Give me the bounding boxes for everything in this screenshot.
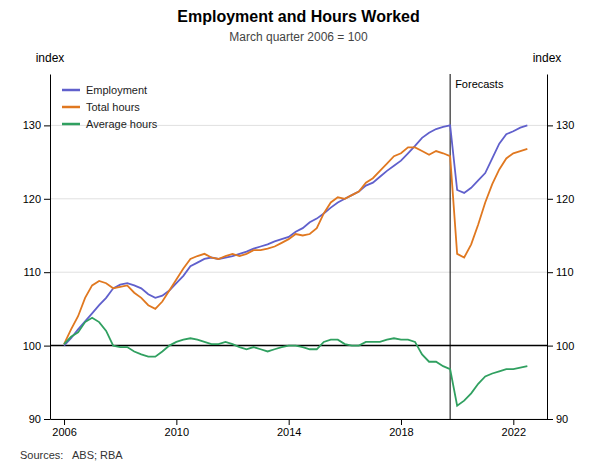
tick-mark: [44, 199, 50, 200]
tick-mark: [44, 346, 50, 347]
tick: 2022: [502, 419, 526, 438]
tick: 100: [547, 340, 574, 352]
y2-axis: 90 100 110 120 130: [547, 75, 574, 426]
tick-label: 120: [556, 193, 574, 205]
series-line: [64, 147, 527, 344]
marks: [50, 74, 547, 419]
tick-mark: [547, 199, 553, 200]
x-axis: 2006 2010 2014 2018 2022: [51, 419, 548, 438]
tick-label: 100: [556, 340, 574, 352]
tick: 110: [23, 266, 50, 278]
legend: Employment Total hours Average hours: [62, 84, 158, 130]
legend-label: Total hours: [86, 101, 140, 113]
tick-mark: [44, 419, 50, 420]
legend-swatch: [62, 123, 80, 126]
grid-line: [50, 198, 547, 199]
grid: [50, 125, 547, 419]
legend-label: Employment: [86, 84, 147, 96]
legend-label: Average hours: [86, 118, 158, 130]
y-axis: 90 100 110 120 130: [23, 75, 51, 426]
chart: Employment and Hours Worked March quarter…: [0, 0, 597, 467]
legend-item: Employment: [62, 84, 147, 96]
tick-label: 2018: [389, 426, 413, 438]
title: Employment and Hours Worked: [177, 8, 419, 25]
grid-line: [50, 272, 547, 273]
tick: 90: [547, 413, 568, 425]
y-axis-label: index: [36, 51, 65, 65]
tick-mark: [547, 272, 553, 273]
grid-line: [50, 419, 547, 420]
series-line: [64, 125, 527, 345]
legend-item: Average hours: [62, 118, 158, 130]
tick-mark: [401, 419, 402, 425]
source: Sources: ABS; RBA: [20, 449, 123, 461]
subtitle: March quarter 2006 = 100: [229, 30, 368, 44]
tick-label: 110: [23, 266, 41, 278]
tick: 130: [23, 119, 50, 131]
tick-label: 2010: [165, 426, 189, 438]
tick-mark: [44, 125, 50, 126]
tick-label: 110: [556, 266, 574, 278]
tick: 100: [23, 340, 50, 352]
tick-mark: [44, 272, 50, 273]
tick: 120: [547, 193, 574, 205]
tick-label: 120: [23, 193, 41, 205]
tick-label: 90: [556, 413, 568, 425]
tick-label: 2014: [277, 426, 301, 438]
tick-mark: [289, 419, 290, 425]
tick: 2014: [277, 419, 301, 438]
tick: 90: [29, 413, 50, 425]
tick-mark: [547, 346, 553, 347]
tick: 120: [23, 193, 50, 205]
tick-label: 130: [556, 119, 574, 131]
tick-label: 100: [23, 340, 41, 352]
annotation: Forecasts: [455, 78, 504, 90]
tick: 110: [547, 266, 574, 278]
tick-label: 130: [23, 119, 41, 131]
tick-mark: [547, 419, 553, 420]
chart-container: Employment and Hours Worked March quarter…: [0, 0, 597, 467]
axis-line: [51, 419, 548, 420]
legend-swatch: [62, 89, 80, 92]
tick-label: 2022: [502, 426, 526, 438]
tick: 2006: [52, 419, 76, 438]
y2-axis-label: index: [533, 51, 562, 65]
tick-mark: [513, 419, 514, 425]
tick-label: 90: [29, 413, 41, 425]
tick-mark: [64, 419, 65, 425]
tick: 130: [547, 119, 574, 131]
legend-swatch: [62, 106, 80, 109]
legend-item: Total hours: [62, 101, 140, 113]
tick-mark: [176, 419, 177, 425]
axis-line: [50, 75, 51, 420]
tick-mark: [547, 125, 553, 126]
tick: 2018: [389, 419, 413, 438]
series-line: [64, 318, 527, 406]
tick-label: 2006: [52, 426, 76, 438]
plot: 2006 2010 2014 2018 2022 90 100 110 120 130 90 100 1…: [23, 74, 575, 438]
tick: 2010: [165, 419, 189, 438]
